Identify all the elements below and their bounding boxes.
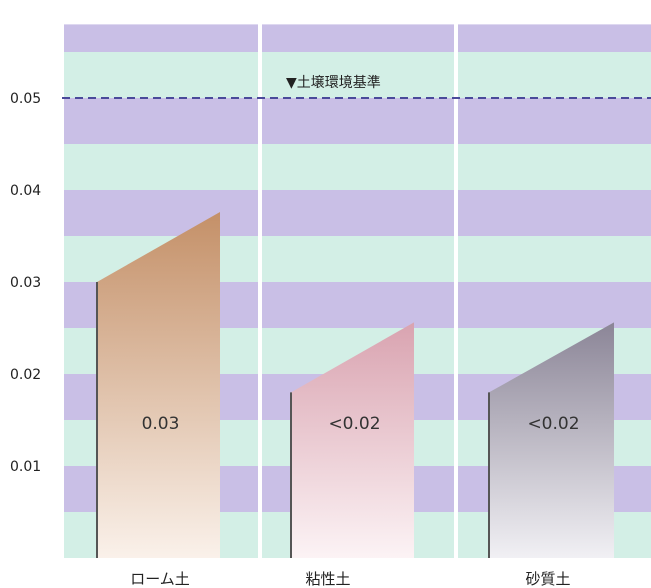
category-label-2: 粘性土 bbox=[305, 570, 350, 588]
band bbox=[62, 98, 651, 144]
y-tick-label: 0.01 bbox=[10, 459, 41, 475]
band bbox=[62, 190, 651, 236]
column-divider bbox=[454, 10, 458, 558]
y-tick-label: 0.04 bbox=[10, 183, 41, 199]
column-divider bbox=[258, 10, 262, 558]
y-tick-label: 0.03 bbox=[10, 275, 41, 291]
y-tick-label: 0.05 bbox=[10, 91, 41, 107]
column-dividers bbox=[0, 10, 651, 588]
column-divider bbox=[60, 10, 64, 558]
category-labels: ローム土 粘性土 砂質土 bbox=[130, 570, 570, 588]
category-label-3: 砂質土 bbox=[525, 570, 570, 588]
band bbox=[62, 52, 651, 98]
value-label-3: <0.02 bbox=[527, 414, 579, 434]
reference-label: ▼土壌環境基準 bbox=[286, 74, 381, 91]
value-label-1: 0.03 bbox=[142, 414, 180, 434]
band bbox=[62, 144, 651, 190]
bar-3 bbox=[489, 322, 614, 558]
value-label-2: <0.02 bbox=[328, 414, 380, 434]
category-label-1: ローム土 bbox=[130, 570, 190, 588]
reference-line-group: ▼土壌環境基準 bbox=[62, 74, 651, 99]
band bbox=[62, 24, 651, 52]
bars bbox=[96, 212, 614, 558]
bar-2 bbox=[291, 322, 414, 558]
y-tick-label: 0.02 bbox=[10, 367, 41, 383]
bottom-margin bbox=[0, 558, 651, 588]
bar-1 bbox=[97, 212, 220, 558]
value-labels: 0.03 <0.02 <0.02 bbox=[142, 414, 580, 434]
y-tick-labels: 0.01 0.02 0.03 0.04 0.05 bbox=[10, 91, 41, 475]
